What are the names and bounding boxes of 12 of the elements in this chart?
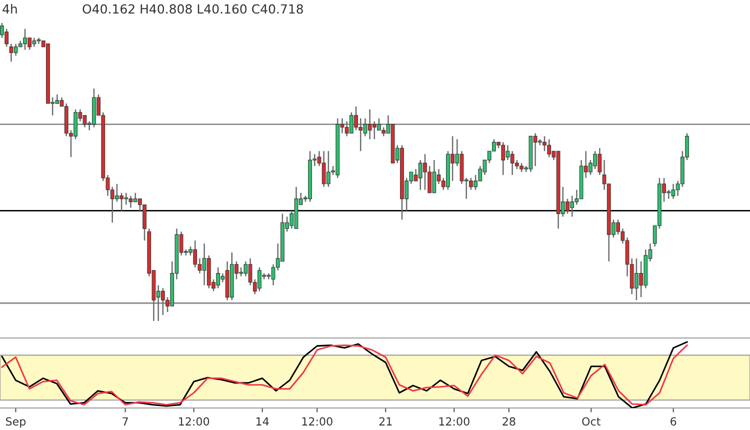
x-tick-label: 12:00 — [439, 417, 470, 426]
x-tick-label: 7 — [122, 417, 128, 426]
x-tick-label: 21 — [379, 417, 392, 426]
x-tick-label: 12:00 — [302, 417, 332, 426]
text: 4h — [2, 4, 17, 14]
x-tick-label: 12:00 — [179, 417, 210, 426]
x-tick-label: Sep — [6, 417, 26, 428]
x-tick-label: 14 — [256, 417, 269, 426]
x-tick-label: Oct — [582, 417, 600, 426]
x-tick-label: 6 — [670, 417, 676, 426]
text: O40.162 H40.808 L40.160 C40.718 — [82, 4, 303, 14]
x-tick-label: 28 — [502, 417, 516, 426]
